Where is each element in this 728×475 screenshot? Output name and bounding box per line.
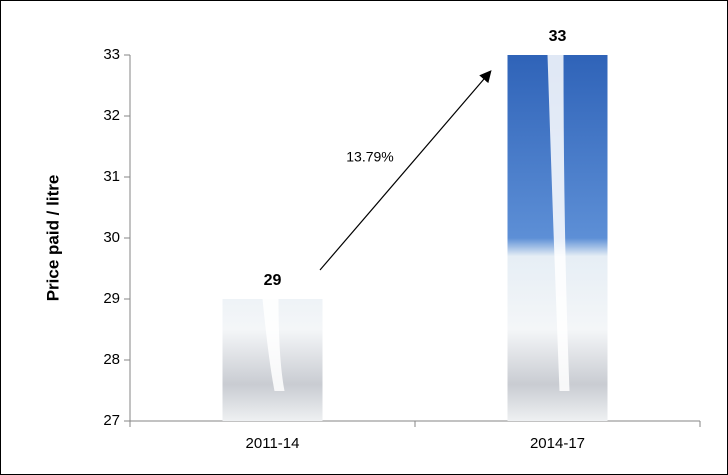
y-tick-label: 29 bbox=[103, 290, 120, 307]
arrow bbox=[319, 70, 492, 271]
milk-stream bbox=[262, 299, 285, 391]
value-label: 29 bbox=[264, 272, 282, 289]
y-tick-label: 28 bbox=[103, 351, 120, 368]
milk-stream bbox=[547, 55, 570, 391]
x-tick-label: 2014-17 bbox=[530, 435, 585, 452]
y-axis-label: Price paid / litre bbox=[43, 175, 62, 302]
y-tick-label: 31 bbox=[103, 168, 120, 185]
value-label: 33 bbox=[549, 28, 567, 45]
y-tick-label: 32 bbox=[103, 107, 120, 124]
y-tick-label: 27 bbox=[103, 412, 120, 429]
plot-area: 27 28 29 30 31 32 33 2011-14 29 2014-17 33 bbox=[103, 28, 701, 452]
y-tick-label: 30 bbox=[103, 229, 120, 246]
y-tick-label: 33 bbox=[103, 46, 120, 63]
x-tick-label: 2011-14 bbox=[246, 435, 300, 452]
annotation: 13.79% bbox=[346, 149, 393, 165]
